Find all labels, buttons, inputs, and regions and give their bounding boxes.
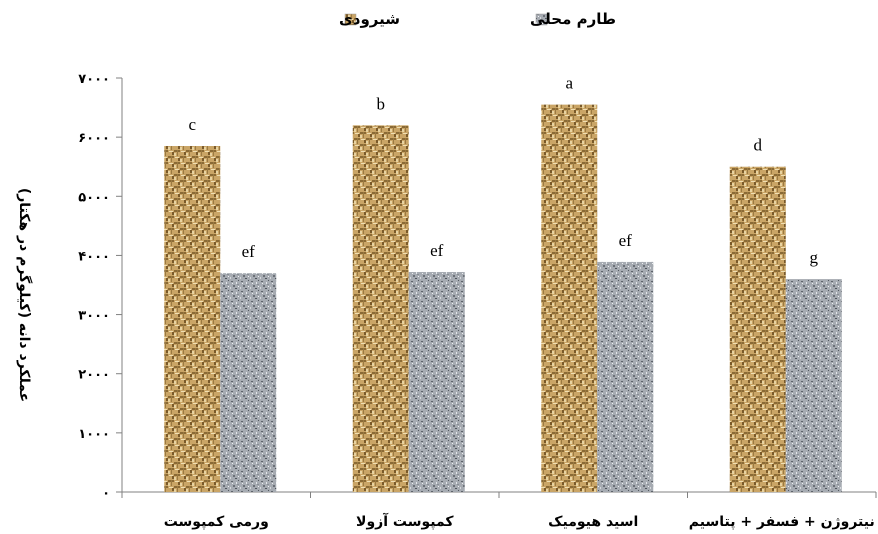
y-tick-label: ۲۰۰۰ [78,368,110,383]
bar-tarom-mahali [408,271,465,492]
bar-shiroudi [352,125,409,493]
significance-letter: g [810,248,819,267]
y-axis-label: عملکرد دانه (کیلوگرم در هکتار) [16,188,33,402]
category-label: نیتروژن + فسفر + پتاسیم [689,514,875,530]
y-axis-label-group: عملکرد دانه (کیلوگرم در هکتار) [16,188,33,402]
legend: شیرودی طارم محلی [339,10,616,28]
bar-shiroudi [729,166,786,492]
significance-letter: d [754,136,763,155]
category-labels: ورمی کمپوست کمپوست آزولا اسید هیومیک نیتروژ… [164,512,875,530]
category-label: اسید هیومیک [548,514,638,530]
y-axis: ۰ ۱۰۰۰ ۲۰۰۰ ۳۰۰۰ ۴۰۰۰ ۵۰۰۰ ۶۰۰۰ ۷۰۰۰ [78,72,123,501]
category-label: کمپوست آزولا [356,512,454,530]
y-tick-label: ۵۰۰۰ [78,190,110,205]
y-tick-label: ۴۰۰۰ [78,249,110,264]
bar-tarom-mahali [220,273,277,492]
significance-letter: c [188,115,196,134]
legend-swatch-tarom-mahali [535,13,548,26]
legend-label-shiroudi: شیرودی [339,10,400,28]
significance-letter: b [377,94,386,113]
significance-letter: a [565,74,573,93]
y-tick-label: ۶۰۰۰ [78,131,110,146]
y-tick-label: ۱۰۰۰ [78,427,110,442]
legend-swatch-shiroudi [344,13,357,26]
legend-label-tarom-mahali: طارم محلی [530,10,616,28]
significance-letter: ef [242,242,256,261]
y-tick-label: ۳۰۰۰ [78,309,110,324]
bar-shiroudi [164,146,221,492]
significance-letters: c ef b ef a ef d g [188,74,818,267]
bar-tarom-mahali [785,279,842,492]
x-axis [121,491,877,498]
bar-shiroudi [541,104,598,492]
bar-tarom-mahali [597,261,654,492]
category-label: ورمی کمپوست [164,514,269,530]
bars [164,104,842,493]
y-tick-label: ۰ [102,486,110,501]
y-tick-label: ۷۰۰۰ [78,72,110,87]
significance-letter: ef [619,231,633,250]
significance-letter: ef [430,241,444,260]
